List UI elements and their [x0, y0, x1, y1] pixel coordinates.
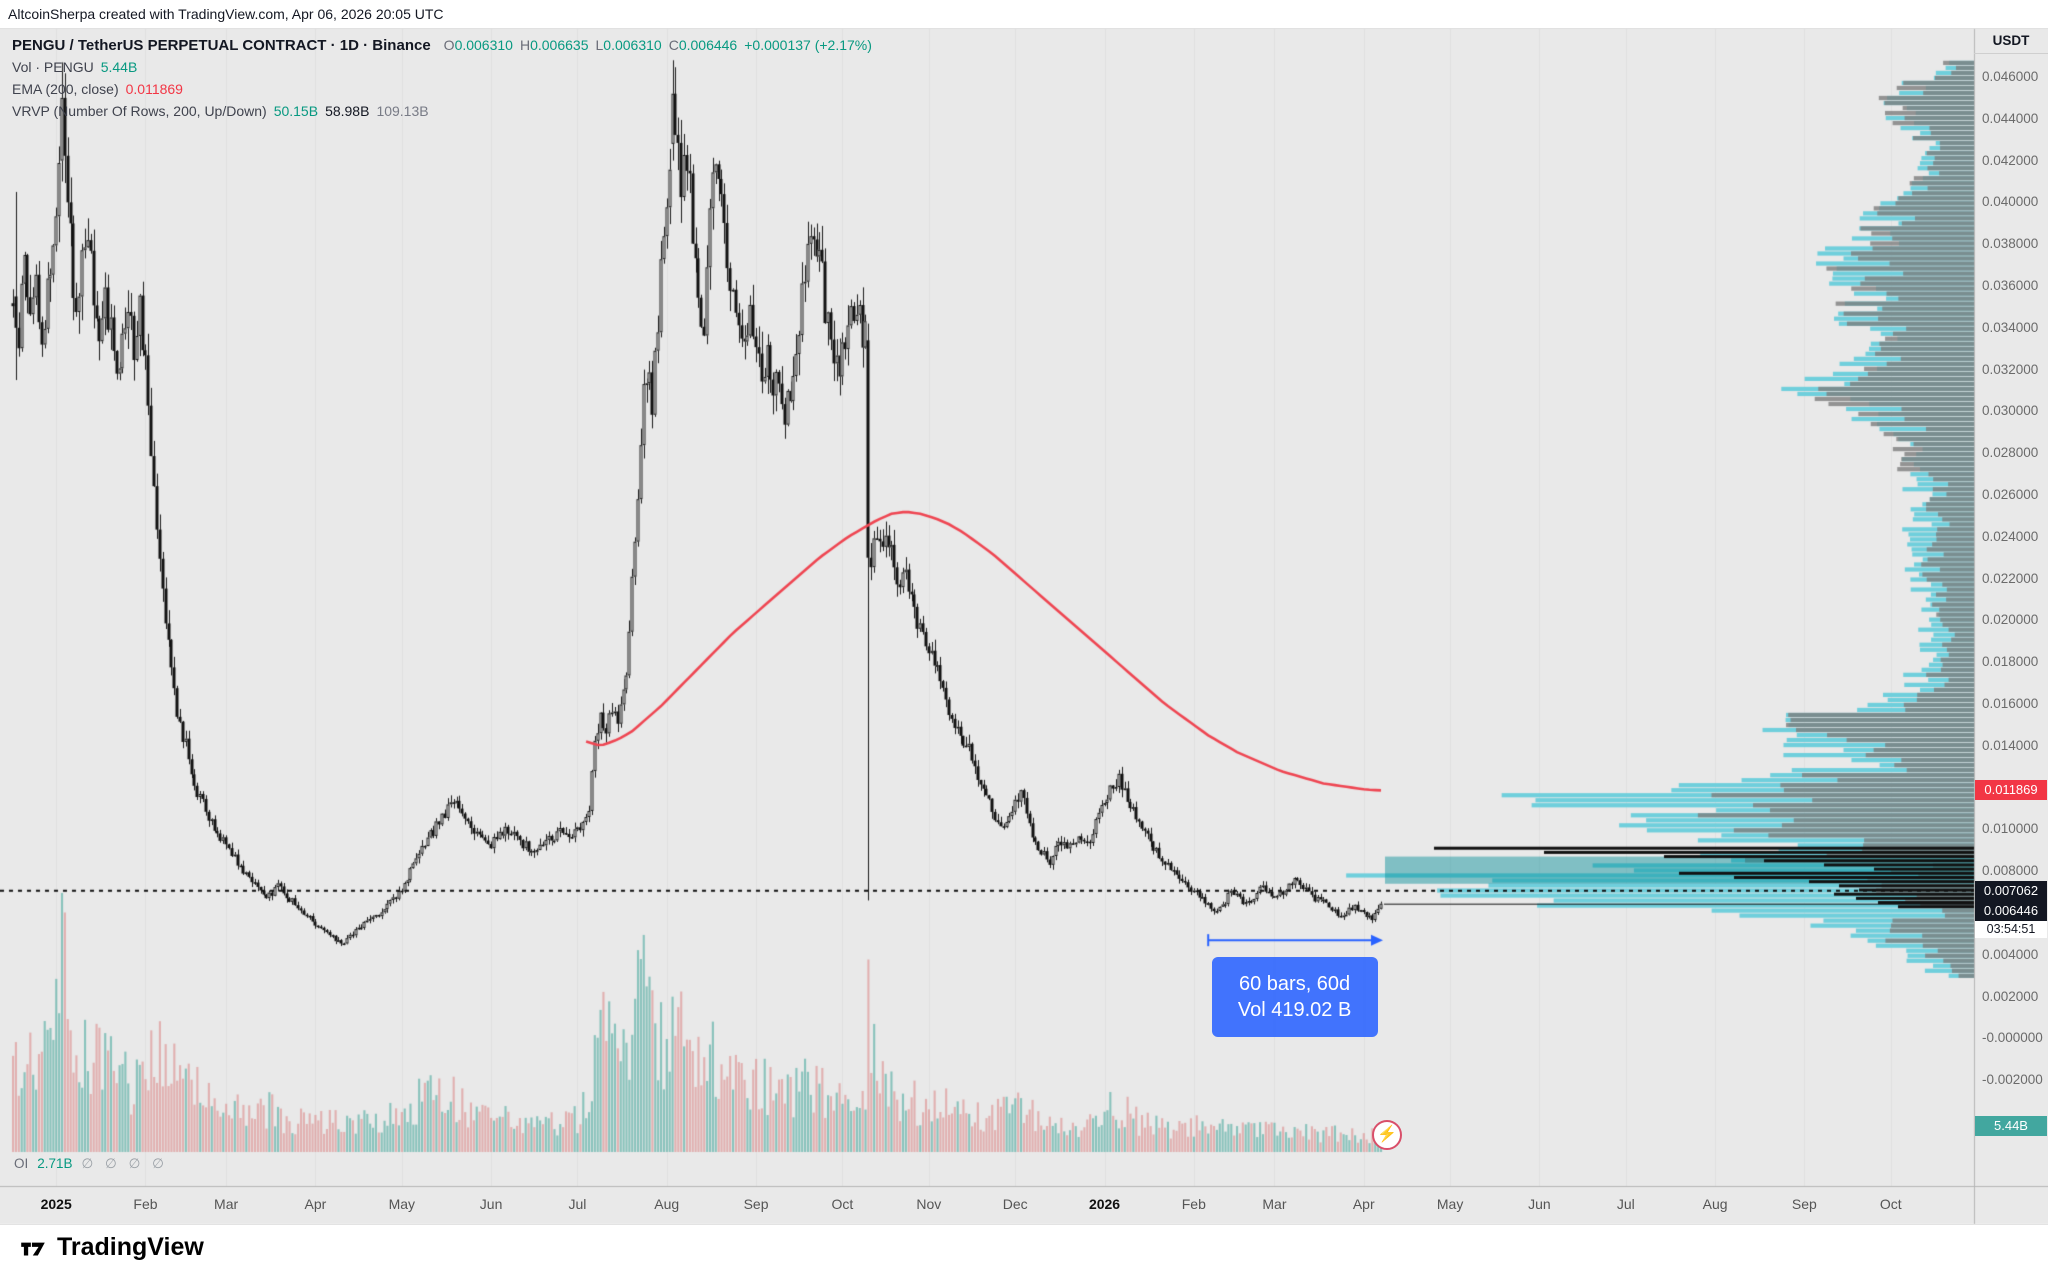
open-value: 0.006310: [454, 37, 513, 53]
time-axis-label: Oct: [1879, 1196, 1902, 1212]
time-axis-label: Jul: [1616, 1196, 1635, 1212]
price-tick-label: 0.036000: [1982, 278, 2039, 293]
attribution-bar: AltcoinSherpa created with TradingView.c…: [0, 0, 2048, 28]
time-axis-label: Mar: [214, 1196, 239, 1212]
time-axis-label: Mar: [1262, 1196, 1287, 1212]
price-tick-label: 0.002000: [1982, 988, 2039, 1004]
price-tick-label: 0.008000: [1982, 863, 2039, 879]
high-value: 0.006635: [530, 37, 589, 53]
time-axis-label: Sep: [743, 1196, 769, 1212]
measure-tool-label[interactable]: 60 bars, 60d Vol 419.02 B: [1211, 957, 1378, 1038]
time-axis-label: Nov: [916, 1196, 942, 1212]
time-axis-label: May: [1436, 1196, 1464, 1212]
price-tick-label: 0.030000: [1982, 403, 2039, 419]
attribution-text: AltcoinSherpa created with TradingView.c…: [8, 6, 444, 22]
price-tick-label: 0.020000: [1982, 612, 2039, 628]
legend-vrvp-row[interactable]: VRVP (Number Of Rows, 200, Up/Down) 50.1…: [12, 100, 872, 122]
price-tick-label: 0.022000: [1982, 570, 2039, 586]
change-value: +0.000137 (+2.17%): [744, 37, 872, 53]
volume-indicator-value: 5.44B: [100, 59, 138, 75]
price-tick-label: 0.034000: [1982, 319, 2039, 335]
oi-value: 2.71B: [37, 1156, 73, 1171]
price-tick-label: 0.042000: [1982, 152, 2039, 168]
price-tick-label: 0.014000: [1982, 737, 2039, 753]
price-tick-label: 0.016000: [1982, 696, 2039, 711]
vrvp-indicator-label: VRVP (Number Of Rows, 200, Up/Down): [12, 103, 267, 119]
price-tick-label: 0.028000: [1982, 445, 2039, 461]
time-axis-label: Jun: [479, 1196, 503, 1212]
open-interest-row[interactable]: OI 2.71B ∅ ∅ ∅ ∅: [14, 1156, 168, 1172]
time-axis-label: Aug: [1702, 1196, 1728, 1212]
vrvp-value-1: 50.15B: [273, 103, 319, 119]
price-tick-label: 0.044000: [1982, 110, 2039, 126]
low-value: 0.006310: [603, 37, 662, 53]
symbol-title: PENGU / TetherUS PERPETUAL CONTRACT · 1D…: [12, 36, 431, 54]
time-axis-label: Dec: [1002, 1196, 1028, 1212]
price-tick-label: 0.038000: [1982, 236, 2039, 252]
ema-indicator-label: EMA (200, close): [12, 81, 119, 97]
oi-label: OI: [14, 1156, 29, 1171]
lightning-icon[interactable]: ⚡: [1372, 1120, 1402, 1150]
time-axis-label: 2025: [40, 1196, 72, 1212]
low-letter: L: [595, 37, 604, 53]
legend-symbol-row[interactable]: PENGU / TetherUS PERPETUAL CONTRACT · 1D…: [12, 34, 872, 56]
ema-price-badge: 0.011869: [1975, 780, 2047, 801]
chart-legend: PENGU / TetherUS PERPETUAL CONTRACT · 1D…: [12, 34, 872, 122]
time-axis-label: Jun: [1528, 1196, 1551, 1212]
horizontal-line-price-badge: 0.007062: [1975, 880, 2047, 901]
time-axis-label: Feb: [1181, 1196, 1206, 1212]
close-value: 0.006446: [678, 37, 738, 53]
measure-volume-text: Vol 419.02 B: [1237, 998, 1352, 1021]
high-letter: H: [519, 37, 531, 53]
volume-axis-badge: 5.44B: [1975, 1116, 2047, 1136]
measure-bars-text: 60 bars, 60d: [1238, 972, 1351, 995]
time-axis-label: Sep: [1791, 1196, 1817, 1212]
time-axis-label: Aug: [654, 1196, 680, 1212]
close-letter: C: [668, 37, 679, 53]
last-price-badge: 0.006446: [1975, 900, 2047, 921]
price-tick-label: 0.040000: [1982, 194, 2039, 210]
price-tick-label: -0.000000: [1982, 1030, 2043, 1046]
price-tick-label: 0.010000: [1982, 821, 2039, 837]
ohlc-values: O 0.006310 H 0.006635 L 0.006310 C 0.006446 …: [444, 37, 872, 53]
vrvp-value-3: 109.13B: [376, 103, 429, 119]
tradingview-wordmark[interactable]: TradingView: [57, 1233, 204, 1261]
price-tick-label: 0.024000: [1982, 528, 2039, 544]
price-tick-label: -0.002000: [1982, 1072, 2043, 1088]
time-axis-label: May: [388, 1196, 416, 1212]
price-tick-label: 0.046000: [1982, 69, 2039, 84]
time-axis-label: Apr: [1352, 1196, 1375, 1212]
legend-ema-row[interactable]: EMA (200, close) 0.011869: [12, 78, 872, 100]
tradingview-logo-icon[interactable]: [18, 1233, 48, 1263]
time-axis-label: Jul: [568, 1196, 587, 1212]
vrvp-value-2: 58.98B: [325, 103, 370, 119]
time-axis-label: Apr: [304, 1196, 327, 1212]
price-tick-label: 0.026000: [1982, 487, 2039, 502]
price-axis-currency-label: USDT: [1974, 28, 2048, 54]
time-axis-label: 2026: [1088, 1196, 1121, 1212]
footer-bar: TradingView: [0, 1224, 2048, 1270]
open-letter: O: [443, 37, 455, 53]
oi-placeholder-icons: ∅ ∅ ∅ ∅: [81, 1156, 168, 1171]
bar-countdown-timer: 03:54:51: [1975, 920, 2047, 938]
time-axis-label: Oct: [831, 1196, 854, 1212]
volume-indicator-label: Vol · PENGU: [12, 59, 94, 75]
price-tick-label: 0.032000: [1982, 361, 2039, 377]
price-tick-label: 0.018000: [1982, 654, 2039, 670]
ema-indicator-value: 0.011869: [125, 81, 183, 97]
price-tick-label: 0.004000: [1982, 946, 2039, 962]
time-axis-label: Feb: [133, 1196, 158, 1212]
legend-volume-row[interactable]: Vol · PENGU 5.44B: [12, 56, 872, 78]
